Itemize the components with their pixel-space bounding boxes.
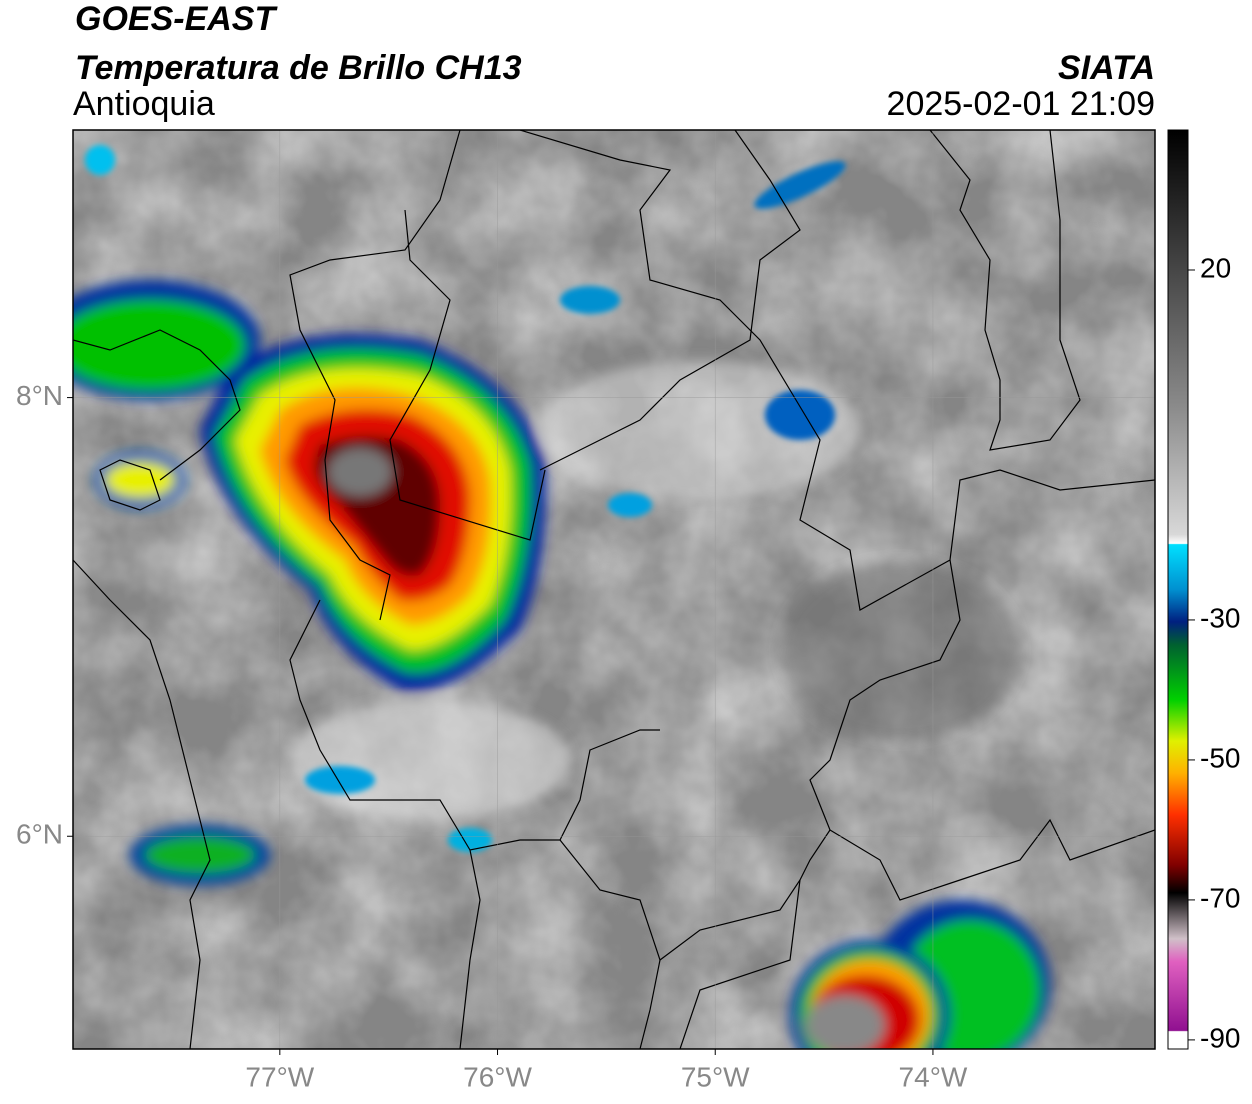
colorbar-label: 20: [1200, 252, 1231, 283]
x-tick-label: 77°W: [245, 1061, 314, 1092]
x-tick-label: 75°W: [681, 1061, 750, 1092]
x-tick-label: 76°W: [463, 1061, 532, 1092]
satellite-image: [73, 130, 1155, 1049]
colorbar-label: -70: [1200, 882, 1240, 913]
map-frame: [72, 129, 1156, 1050]
subtitle: Temperatura de Brillo CH13: [75, 49, 522, 87]
colorbar-label: -90: [1200, 1022, 1240, 1053]
colorbar-label: -30: [1200, 602, 1240, 633]
graticule: [73, 130, 1155, 1049]
source: SIATA: [1058, 49, 1155, 87]
colorbar: [1167, 129, 1189, 1050]
y-tick-label: 6°N: [16, 819, 63, 850]
borders: [73, 130, 1155, 1049]
region: Antioquia: [73, 85, 215, 123]
datetime: 2025-02-01 21:09: [887, 85, 1155, 123]
y-tick-label: 8°N: [16, 380, 63, 411]
title: GOES-EAST: [75, 0, 278, 38]
colorbar-label: -50: [1200, 742, 1240, 773]
x-tick-label: 74°W: [899, 1061, 968, 1092]
